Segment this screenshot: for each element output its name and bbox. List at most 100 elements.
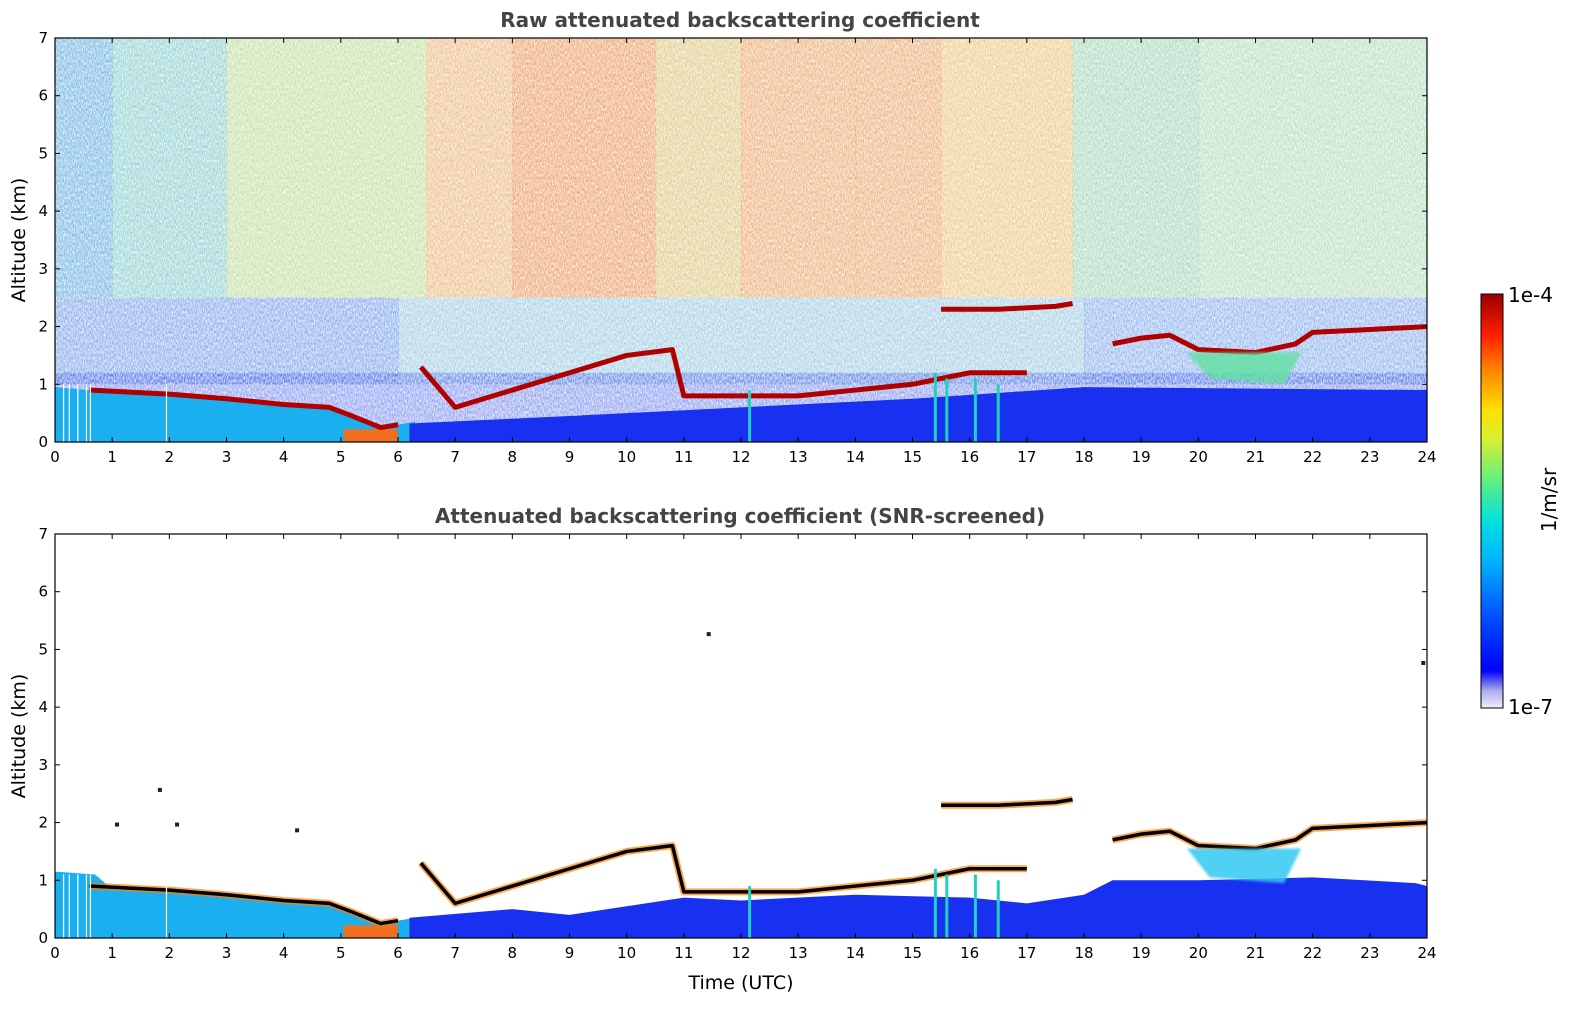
x-tick-label: 15 (903, 448, 922, 466)
x-tick-label: 7 (450, 448, 460, 466)
x-tick-label: 16 (960, 944, 979, 962)
colorbar-unit-label: 1/m/sr (1537, 467, 1561, 532)
x-tick-label: 10 (617, 944, 636, 962)
surface-hot-patch (343, 925, 398, 938)
x-tick-label: 24 (1417, 944, 1436, 962)
x-tick-label: 3 (222, 448, 232, 466)
x-tick-label: 20 (1189, 448, 1208, 466)
x-tick-label: 9 (565, 944, 575, 962)
top-x-axis: 0 1 2 3 4 5 6 7 8 9 10 11 12 13 14 15 16 17 18 19 20 21 22 23 24 (50, 38, 1437, 466)
isolated-echo (1421, 660, 1426, 665)
boundary-layer-fill (55, 387, 416, 442)
isolated-echo (175, 822, 180, 827)
x-tick-label: 24 (1417, 448, 1436, 466)
y-tick-label: 4 (38, 202, 48, 220)
x-tick-label: 5 (336, 944, 346, 962)
bottom-x-axis: 0 1 2 3 4 5 6 7 8 9 10 11 12 13 14 15 16 17 18 19 20 21 22 23 24 (50, 534, 1437, 962)
isolated-echo (115, 822, 120, 827)
bottom-x-axis-label: Time (UTC) (687, 972, 793, 994)
y-tick-label: 5 (38, 144, 48, 162)
y-tick-label: 1 (38, 375, 48, 393)
x-tick-label: 12 (731, 944, 750, 962)
x-tick-label: 5 (336, 448, 346, 466)
top-y-axis: 0 1 2 3 4 5 6 7 (38, 29, 1427, 451)
y-tick-label: 7 (38, 525, 48, 543)
cloud-layer-line (941, 797, 1073, 808)
cloud-layer-line (89, 387, 399, 431)
x-tick-label: 21 (1246, 448, 1265, 466)
x-tick-label: 23 (1360, 448, 1379, 466)
isolated-echo (706, 632, 711, 637)
x-tick-label: 1 (107, 944, 117, 962)
x-tick-label: 4 (279, 944, 289, 962)
bottom-panel-title: Attenuated backscattering coefficient (S… (435, 504, 1045, 528)
x-tick-label: 14 (846, 448, 865, 466)
x-tick-label: 19 (1132, 448, 1151, 466)
y-tick-label: 4 (38, 698, 48, 716)
surface-hot-patch (343, 429, 398, 442)
x-tick-label: 10 (617, 448, 636, 466)
cloud-layer-line (418, 347, 1027, 410)
y-tick-label: 6 (38, 87, 48, 105)
x-tick-label: 13 (789, 448, 808, 466)
top-plot-area (55, 38, 1427, 442)
isolated-echo (295, 828, 300, 833)
x-tick-label: 18 (1074, 448, 1093, 466)
cloud-layer-line (941, 301, 1073, 312)
aerosol-layer-fill (409, 877, 1427, 938)
x-tick-label: 11 (674, 944, 693, 962)
y-tick-label: 6 (38, 583, 48, 601)
x-tick-label: 7 (450, 944, 460, 962)
bottom-y-axis: 0 1 2 3 4 5 6 7 (38, 525, 1427, 947)
x-tick-label: 2 (165, 944, 175, 962)
x-tick-label: 0 (50, 448, 60, 466)
x-tick-label: 13 (789, 944, 808, 962)
x-tick-label: 16 (960, 448, 979, 466)
x-tick-label: 18 (1074, 944, 1093, 962)
x-tick-label: 2 (165, 448, 175, 466)
x-tick-label: 12 (731, 448, 750, 466)
bottom-plot-area (55, 632, 1427, 938)
colorbar: 1e-4 1e-7 1/m/sr (1480, 283, 1561, 719)
x-tick-label: 19 (1132, 944, 1151, 962)
colorbar-min-label: 1e-7 (1508, 695, 1553, 719)
y-tick-label: 7 (38, 29, 48, 47)
colorbar-max-label: 1e-4 (1508, 283, 1553, 307)
bottom-y-axis-label: Altitude (km) (8, 674, 30, 799)
cloud-fringe (1186, 352, 1302, 385)
x-tick-label: 6 (393, 448, 403, 466)
speckle-noise (55, 38, 1427, 442)
cloud-layer-line (89, 884, 399, 926)
x-tick-label: 15 (903, 944, 922, 962)
x-tick-label: 22 (1303, 448, 1322, 466)
x-tick-label: 4 (279, 448, 289, 466)
top-panel-title: Raw attenuated backscattering coefficien… (500, 8, 980, 32)
x-tick-label: 23 (1360, 944, 1379, 962)
x-tick-label: 3 (222, 944, 232, 962)
x-tick-label: 6 (393, 944, 403, 962)
y-tick-label: 0 (38, 433, 48, 451)
top-y-axis-label: Altitude (km) (8, 178, 30, 303)
x-tick-label: 9 (565, 448, 575, 466)
cloud-layer-line (419, 843, 1027, 906)
x-tick-label: 1 (107, 448, 117, 466)
y-tick-label: 0 (38, 929, 48, 947)
aerosol-layer-fill (409, 387, 1427, 442)
y-tick-label: 3 (38, 756, 48, 774)
x-tick-label: 17 (1017, 944, 1036, 962)
x-tick-label: 8 (508, 944, 518, 962)
y-tick-label: 3 (38, 260, 48, 278)
x-tick-label: 22 (1303, 944, 1322, 962)
x-tick-label: 14 (846, 944, 865, 962)
x-tick-label: 17 (1017, 448, 1036, 466)
isolated-echo (157, 787, 162, 792)
colorbar-gradient (1480, 293, 1504, 709)
x-tick-label: 0 (50, 944, 60, 962)
y-tick-label: 5 (38, 640, 48, 658)
y-tick-label: 1 (38, 871, 48, 889)
y-tick-label: 2 (38, 814, 48, 832)
x-tick-label: 20 (1189, 944, 1208, 962)
y-tick-label: 2 (38, 318, 48, 336)
x-tick-label: 8 (508, 448, 518, 466)
